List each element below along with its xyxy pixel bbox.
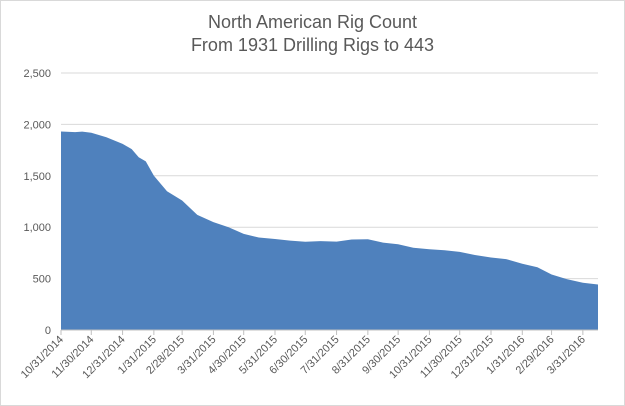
x-axis: 10/31/201411/30/201412/31/20141/31/20152… — [19, 329, 598, 381]
rig-count-area — [61, 131, 598, 330]
series-area — [61, 131, 598, 330]
y-tick-label: 2,500 — [23, 68, 51, 80]
y-tick-label: 2,000 — [23, 119, 51, 131]
chart-title-line-1: North American Rig Count — [207, 12, 418, 32]
y-tick-label: 500 — [33, 274, 51, 286]
chart-title-line-2: From 1931 Drilling Rigs to 443 — [190, 35, 435, 55]
y-axis: 0 500 1,000 1,500 2,000 2,500 — [23, 68, 51, 337]
y-tick-label: 1,500 — [23, 171, 51, 183]
y-tick-label: 0 — [45, 325, 51, 337]
y-tick-label: 1,000 — [23, 222, 51, 234]
